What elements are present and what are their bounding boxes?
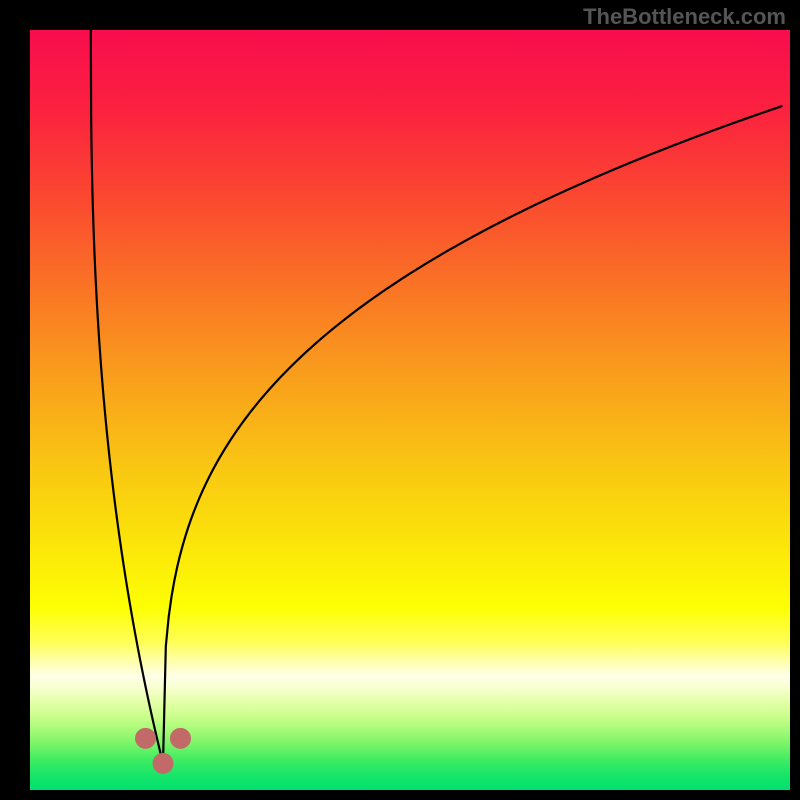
chart-svg	[30, 30, 790, 790]
notch-marker	[136, 728, 156, 748]
notch-marker	[170, 728, 190, 748]
chart-container: TheBottleneck.com	[0, 0, 800, 800]
plot-area	[30, 30, 790, 790]
notch-marker	[153, 753, 173, 773]
watermark-text: TheBottleneck.com	[583, 4, 786, 30]
